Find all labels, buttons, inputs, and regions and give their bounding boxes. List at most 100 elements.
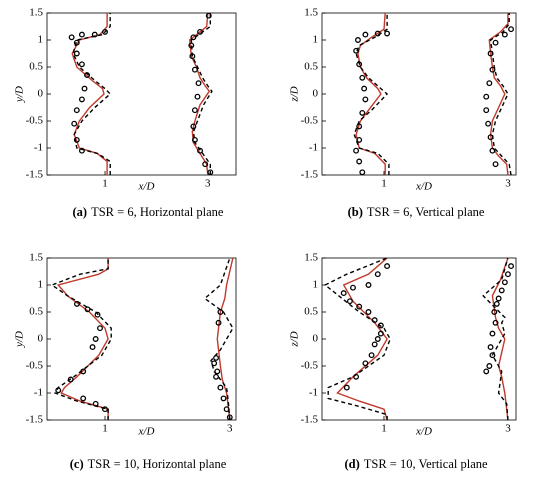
y-tick-label: -0.5 — [26, 360, 44, 372]
caption-label: (a) — [73, 205, 88, 219]
solid-line — [189, 13, 211, 175]
y-tick-label: -1 — [34, 387, 43, 399]
data-point — [356, 61, 363, 68]
data-point — [492, 319, 499, 326]
data-point — [353, 147, 360, 154]
data-point — [226, 414, 233, 420]
data-point — [217, 384, 224, 391]
data-point — [80, 395, 87, 402]
y-tick-label: 0 — [313, 333, 319, 345]
data-point — [73, 136, 80, 143]
data-point — [483, 368, 490, 375]
data-point — [89, 344, 96, 351]
y-tick-label: 0 — [38, 333, 44, 345]
data-point — [384, 263, 391, 270]
data-point — [359, 169, 366, 175]
data-point — [97, 325, 103, 332]
data-point — [365, 309, 372, 315]
solid-line — [216, 258, 234, 420]
data-point — [191, 107, 198, 114]
caption: (c) TSR = 10, Horizontal plane — [70, 457, 227, 471]
y-tick-label: 0.5 — [29, 61, 43, 73]
solid-line — [491, 258, 509, 420]
data-point — [384, 30, 391, 37]
x-axis-label: x/D — [415, 426, 432, 438]
data-point — [356, 158, 363, 165]
data-point — [487, 344, 494, 351]
y-tick-label: -0.5 — [26, 115, 44, 127]
data-point — [81, 85, 88, 92]
data-point — [197, 147, 203, 154]
dashed-line — [323, 258, 391, 420]
y-tick-label: 0 — [313, 88, 319, 100]
x-tick-label: 3 — [505, 423, 511, 435]
dashed-line — [203, 258, 234, 420]
y-tick-label: 1 — [38, 279, 44, 291]
data-point — [487, 134, 494, 141]
caption-label: (c) — [70, 457, 84, 471]
y-tick-label: 1.5 — [304, 7, 318, 19]
data-point — [486, 80, 493, 87]
data-point — [362, 360, 369, 367]
y-axis-label: y/D — [14, 86, 26, 103]
y-tick-label: 0.5 — [304, 61, 318, 73]
data-point — [73, 107, 80, 114]
data-point — [78, 147, 85, 154]
y-tick-label: 1 — [313, 34, 319, 46]
caption-text: TSR = 6, Horizontal plane — [91, 205, 224, 219]
data-point — [483, 93, 490, 100]
y-tick-label: -1.5 — [301, 169, 319, 181]
data-point — [377, 330, 384, 337]
data-point — [371, 317, 378, 324]
x-tick-label: 3 — [227, 423, 233, 435]
subplot: -1.5 -1 -0.5 0 0.5 1 1.5 1 3 x/D y/D (a) TSR = 6, Ho… — [14, 7, 237, 219]
data-point — [67, 376, 74, 383]
caption-label: (b) — [348, 205, 363, 219]
data-point — [374, 30, 381, 37]
data-point — [501, 279, 508, 286]
caption-label: (d) — [344, 457, 359, 471]
data-point — [492, 161, 499, 168]
x-tick-label: 1 — [381, 178, 387, 190]
data-point — [68, 34, 75, 41]
y-tick-label: 1.5 — [29, 252, 43, 264]
data-point — [207, 169, 214, 175]
y-tick-label: -0.5 — [301, 360, 319, 372]
plot-area — [323, 258, 514, 420]
data-point — [354, 37, 361, 43]
data-point — [343, 384, 350, 391]
plot-area — [50, 258, 234, 420]
data-point — [78, 96, 85, 103]
plot-area — [68, 13, 214, 175]
data-point — [486, 363, 493, 369]
subplot: -1.5 -1 -0.5 0 0.5 1 1.5 1 3 x/D z/D (d) TSR = 10, V… — [289, 252, 517, 471]
data-point — [92, 400, 99, 407]
dashed-line — [72, 13, 112, 175]
data-point — [356, 303, 363, 310]
data-point — [359, 109, 366, 116]
plot-frame — [46, 257, 237, 421]
data-point — [220, 395, 227, 402]
data-point — [495, 295, 502, 302]
x-tick-label: 1 — [381, 423, 387, 435]
data-point — [374, 336, 381, 342]
data-point — [191, 66, 198, 73]
data-point — [492, 39, 499, 46]
data-point — [84, 306, 91, 313]
data-point — [197, 28, 203, 35]
data-point — [487, 50, 494, 57]
data-point — [489, 352, 496, 359]
x-axis-label: x/D — [415, 181, 432, 193]
data-point — [73, 50, 80, 57]
y-tick-label: 0 — [38, 88, 44, 100]
data-point — [504, 271, 511, 278]
data-point — [498, 287, 505, 294]
data-point — [205, 13, 212, 19]
data-point — [362, 96, 369, 103]
data-point — [368, 352, 375, 359]
data-point — [501, 31, 508, 38]
data-point — [194, 93, 201, 100]
data-point — [213, 373, 219, 380]
caption-text: TSR = 6, Vertical plane — [367, 205, 485, 219]
y-tick-label: -1 — [309, 142, 318, 154]
